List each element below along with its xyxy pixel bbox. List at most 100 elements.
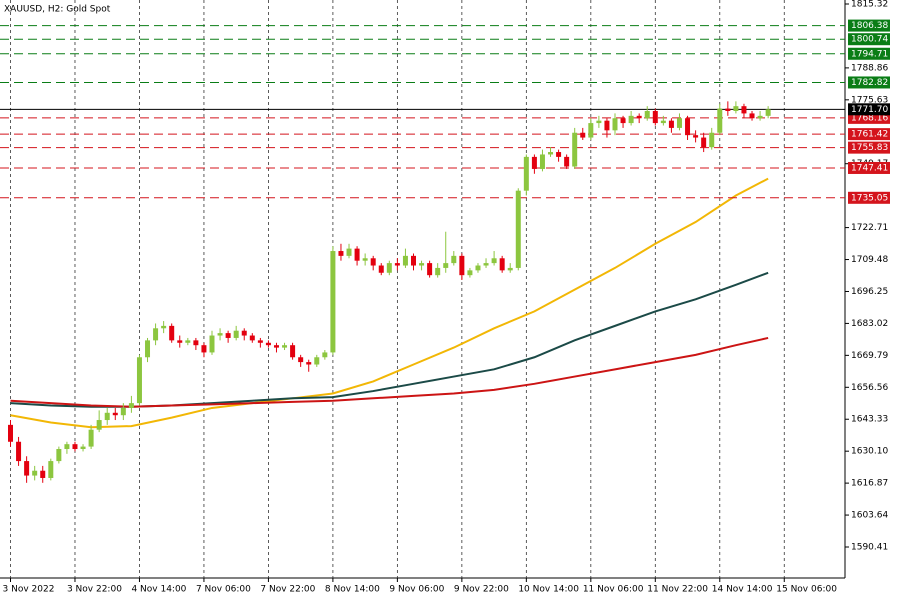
x-tick-label: 11 Nov 22:00 <box>647 585 708 595</box>
y-tick-label: 1683.02 <box>851 319 888 329</box>
candle-body <box>451 255 457 264</box>
candle-body <box>685 118 691 136</box>
candle-body <box>459 255 465 276</box>
candle-body <box>676 118 682 128</box>
candle-body <box>225 333 231 338</box>
candle-body <box>620 118 626 124</box>
candle-body <box>757 115 763 119</box>
candle-body <box>386 263 392 273</box>
candle-body <box>354 248 360 261</box>
candle-body <box>749 113 755 119</box>
x-tick-label: 14 Nov 14:00 <box>712 585 773 595</box>
candle-body <box>209 335 215 353</box>
candle-body <box>177 340 183 343</box>
candle-body <box>612 118 618 131</box>
candle-body <box>636 115 642 119</box>
x-tick-label: 11 Nov 06:00 <box>583 585 644 595</box>
candle-body <box>709 132 715 148</box>
price-level-box <box>848 128 890 141</box>
y-tick-label: 1603.64 <box>851 511 888 521</box>
x-tick-label: 4 Nov 14:00 <box>131 585 186 595</box>
price-level-label: 1782.82 <box>851 78 888 88</box>
candle-body <box>64 444 70 450</box>
candle-body <box>217 333 223 336</box>
candle-body <box>249 335 255 341</box>
price-level-box <box>848 103 890 116</box>
candle-body <box>265 342 271 346</box>
candle-body <box>741 106 747 114</box>
y-tick-label: 1709.48 <box>851 255 888 265</box>
price-level-label: 1747.41 <box>851 163 888 173</box>
x-tick-label: 15 Nov 06:00 <box>776 585 837 595</box>
price-level-label: 1761.42 <box>851 130 888 140</box>
candle-body <box>394 263 400 266</box>
candle-body <box>169 325 175 341</box>
candle-body <box>604 120 610 131</box>
price-level-box <box>848 76 890 89</box>
candle-body <box>539 154 545 169</box>
y-tick-label: 1775.63 <box>851 95 888 105</box>
candle-body <box>128 403 134 408</box>
candle-body <box>233 330 239 338</box>
price-level-box <box>848 191 890 204</box>
candle-body <box>427 263 433 276</box>
candle-body <box>660 120 666 124</box>
x-tick-label: 8 Nov 14:00 <box>325 585 380 595</box>
candle-body <box>362 258 368 261</box>
candle-body <box>515 190 521 268</box>
y-tick-label: 1590.41 <box>851 543 888 553</box>
candle-body <box>16 441 22 462</box>
price-level-label: 1755.83 <box>851 143 888 153</box>
candle-body <box>467 270 473 276</box>
candle-body <box>491 258 497 264</box>
candle-body <box>201 345 207 353</box>
candle-body <box>32 470 38 476</box>
moving-average <box>10 336 769 408</box>
candle-body <box>322 352 328 358</box>
candle-body <box>40 470 46 478</box>
candle-body <box>411 255 416 266</box>
candle-body <box>112 412 118 416</box>
price-level-box <box>848 33 890 46</box>
candle-body <box>556 152 562 157</box>
candle-body <box>185 340 191 343</box>
candle-body <box>580 132 586 138</box>
x-tick-label: 3 Nov 2022 <box>3 585 55 595</box>
candle-body <box>153 328 159 341</box>
moving-average <box>10 177 769 429</box>
price-level-label: 1800.74 <box>851 35 888 45</box>
candle-body <box>652 111 658 124</box>
candle-body <box>241 330 247 336</box>
candle-body <box>338 251 344 256</box>
candle-body <box>475 265 481 271</box>
x-tick-label: 9 Nov 06:00 <box>389 585 444 595</box>
price-level-box <box>848 47 890 60</box>
candle-body <box>564 156 570 167</box>
y-tick-label: 1669.79 <box>851 351 888 361</box>
candle-body <box>644 111 650 119</box>
price-level-label: 1735.05 <box>851 193 888 203</box>
price-level-box <box>848 161 890 174</box>
candle-body <box>193 340 199 346</box>
candle-body <box>402 255 408 266</box>
x-tick-label: 10 Nov 14:00 <box>518 585 579 595</box>
candle-body <box>346 248 352 256</box>
candle-body <box>161 325 167 329</box>
candle-body <box>314 357 320 365</box>
price-level-box <box>848 19 890 32</box>
candle-body <box>523 156 529 191</box>
candle-body <box>145 340 151 358</box>
candle-body <box>765 109 771 116</box>
candle-body <box>435 267 441 276</box>
candle-body <box>701 137 707 148</box>
x-tick-label: 7 Nov 06:00 <box>196 585 251 595</box>
candle-body <box>96 420 102 430</box>
y-tick-label: 1722.71 <box>851 223 888 233</box>
candle-body <box>483 263 489 266</box>
candle-body <box>628 115 634 124</box>
candle-body <box>136 357 142 404</box>
price-level-label: 1794.71 <box>851 49 888 59</box>
